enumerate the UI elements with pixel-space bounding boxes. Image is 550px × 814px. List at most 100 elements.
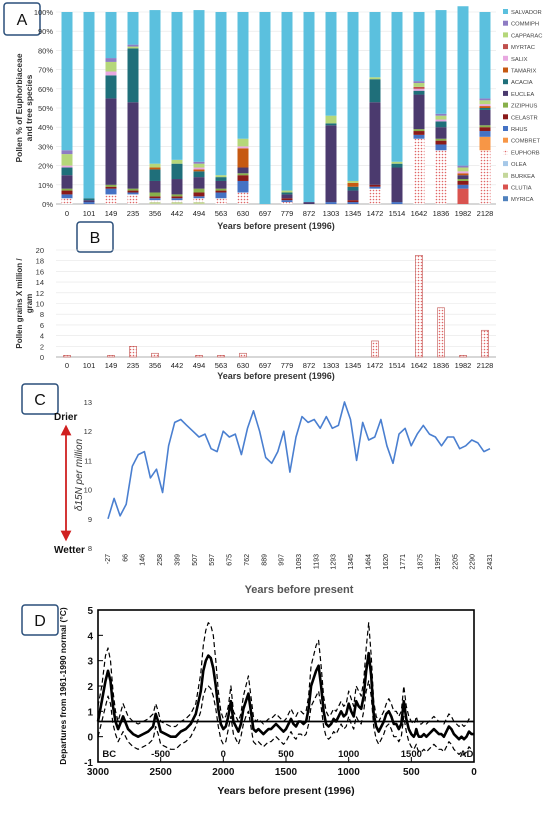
bar-segment-capparac: [281, 190, 293, 193]
x-tick-b: 1642: [411, 361, 428, 370]
bar-segment-clutia: [457, 188, 469, 204]
x-tick-c: 1345: [348, 554, 355, 570]
x-tick-c: 889: [261, 554, 268, 566]
bar-segment-salix: [61, 165, 73, 168]
x-tick-c: 1875: [418, 554, 425, 570]
x-tick-c: 1193: [313, 554, 320, 569]
bar-segment-acacia: [347, 186, 359, 191]
chart-d: -1 0 1 2 3 4 5 3000 2500 2000 1500 1000 500 0 BC -500 0 5…: [58, 606, 477, 797]
x-tick-b: 235: [127, 361, 140, 370]
bar-segment-euphorb: [479, 150, 491, 204]
bar-b: [217, 355, 225, 358]
y-tick-d: 2: [87, 682, 93, 693]
bar-segment-burkea: [193, 202, 205, 204]
bar-b: [437, 307, 445, 358]
chart-a: 0% 10% 20% 30% 40% 50% 60% 70% 80% 90% 100% 0 101 149…: [14, 6, 542, 231]
legend-swatch-ziziphus: [503, 102, 508, 108]
bar-segment-commiph: [479, 98, 491, 101]
bar-segment-tamarix: [347, 182, 359, 187]
x-tick-a: 630: [237, 209, 250, 218]
bar-segment-celastr: [281, 198, 293, 201]
y-tick-b: 20: [36, 246, 44, 255]
bar-segment-capparac: [479, 100, 491, 105]
bar-segment-salvador: [215, 12, 227, 176]
bar-segment-commiph: [193, 161, 205, 164]
bar-segment-euclea: [149, 180, 161, 193]
y-tick-d: 1: [87, 707, 93, 718]
bar-segment-celastr: [457, 180, 469, 185]
bar-segment-tamarix: [457, 173, 469, 176]
x-tick-c: 507: [192, 554, 199, 566]
legend-label-celastr: CELASTR: [511, 115, 538, 121]
bar-segment-euphorb: [105, 194, 117, 204]
x-tick-d: 0: [471, 767, 477, 778]
legend-label-salix: SALIX: [511, 57, 528, 63]
y-axis-label-c: δ15N per million: [74, 438, 85, 511]
bar-segment-acacia: [193, 171, 205, 178]
x-tick-d: 2500: [150, 767, 173, 778]
legend-swatch-salix: [503, 55, 508, 61]
legend-label-tamarix: TAMARIX: [511, 69, 536, 75]
x-tick-c: 66: [122, 554, 129, 562]
bar-segment-salix: [237, 146, 249, 149]
bottom-label-c: Wetter: [54, 545, 85, 556]
bar-segment-rhus: [413, 134, 425, 139]
legend-label-ziziphus: ZIZIPHUS: [511, 104, 538, 110]
bar-segment-celastr: [61, 190, 73, 195]
bar-segment-celastr: [149, 196, 161, 199]
x-tick-c: 997: [279, 554, 286, 566]
x-tick-b: 1345: [345, 361, 362, 370]
bar-segment-celastr: [435, 140, 447, 145]
era-label-d: -500: [151, 749, 170, 760]
bar-segment-tamarix: [237, 148, 249, 168]
y-tick-a: 70%: [38, 66, 53, 75]
bar-segment-capparac: [237, 138, 249, 147]
bar-segment-euphorb: [171, 200, 183, 203]
legend-swatch-burkea: [503, 172, 508, 178]
y-tick-a: 20%: [38, 162, 53, 171]
bar-segment-acacia: [325, 123, 337, 126]
y-tick-d: 3: [87, 657, 93, 668]
y-tick-d: 0: [87, 733, 93, 744]
line-d-lower: [97, 680, 474, 756]
legend-swatch-olea: [503, 161, 508, 167]
x-tick-b: 872: [303, 361, 316, 370]
x-tick-a: 1345: [345, 209, 362, 218]
legend-label-acacia: ACACIA: [511, 80, 533, 86]
bar-segment-ziziphus: [61, 188, 73, 191]
x-tick-c: 2431: [487, 554, 494, 570]
bar-segment-ziziphus: [215, 188, 227, 191]
bar-segment-rhus: [369, 186, 381, 189]
y-tick-c: 9: [88, 515, 92, 524]
bar-segment-ziziphus: [127, 188, 139, 191]
bar-segment-euphorb: [413, 138, 425, 204]
bar-segment-ziziphus: [435, 138, 447, 141]
legend-swatch-combret: [503, 137, 508, 143]
bar-segment-salix: [413, 88, 425, 91]
bar-segment-salvador: [303, 12, 315, 203]
bar-segment-rhus: [61, 194, 73, 199]
bar-segment-celastr: [413, 131, 425, 135]
bar-segment-commiph: [457, 165, 469, 168]
bar-b: [415, 255, 423, 358]
bar-b: [195, 355, 203, 358]
x-tick-a: 356: [149, 209, 162, 218]
bar-segment-capparac: [61, 154, 73, 166]
bar-segment-capparac: [215, 175, 227, 178]
bar-segment-euclea: [171, 179, 183, 195]
x-axis-label-c: Years before present: [245, 584, 354, 596]
bar-b: [63, 355, 71, 358]
x-tick-a: 2128: [477, 209, 494, 218]
bar-segment-combret: [479, 136, 491, 151]
bar-segment-rhus: [127, 192, 139, 195]
y-tick-a: 100%: [34, 8, 54, 17]
x-tick-c: 1620: [383, 554, 390, 570]
x-tick-c: 1464: [365, 554, 372, 570]
bar-segment-acacia: [369, 79, 381, 103]
y-axis-label-d: Departures from 1961-1990 normal (°C): [58, 607, 68, 765]
x-tick-b: 494: [193, 361, 206, 370]
x-tick-a: 235: [127, 209, 140, 218]
bar-segment-salvador: [193, 10, 205, 162]
bar-segment-salix: [105, 71, 117, 76]
